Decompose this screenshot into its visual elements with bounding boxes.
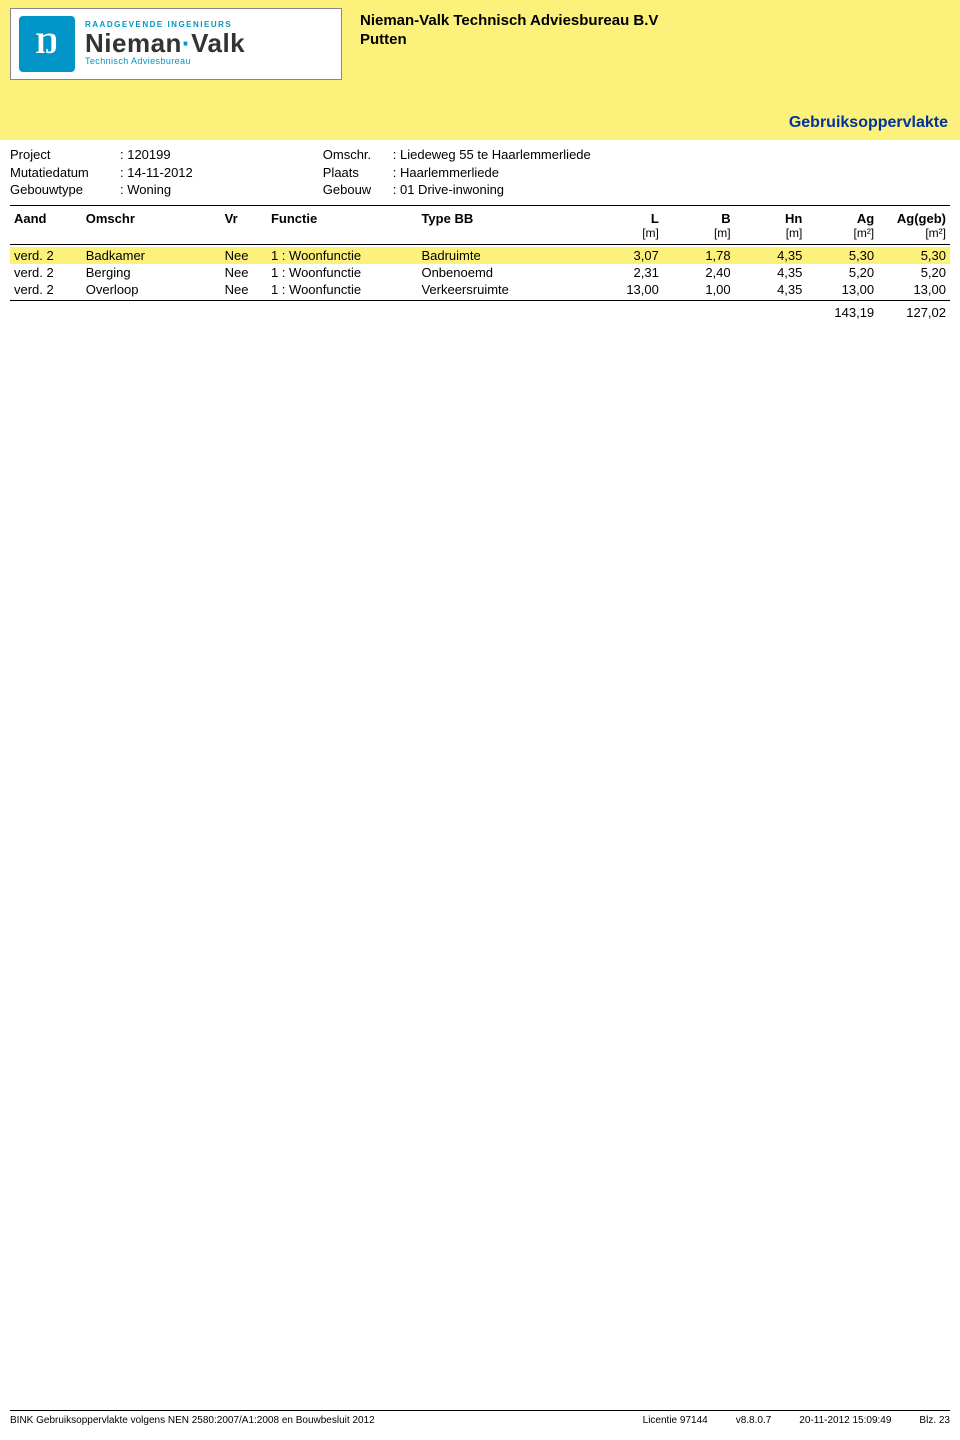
company-location: Putten <box>360 31 658 48</box>
data-table: Aand Omschr Vr Functie Type BB L B Hn Ag… <box>10 208 950 242</box>
col-unit <box>221 226 267 242</box>
footer-page: Blz. 23 <box>919 1415 950 1426</box>
logo-mark-icon: Ŋ <box>19 16 75 72</box>
table-cell: 13,00 <box>806 281 878 298</box>
table-cell: 1,00 <box>663 281 735 298</box>
col-header: Type BB <box>417 208 591 226</box>
table-cell: verd. 2 <box>10 281 82 298</box>
meta-block: Project Mutatiedatum Gebouwtype : 120199… <box>0 140 960 203</box>
meta-label: Project <box>10 146 120 164</box>
logo-main: Nieman·Valk <box>85 30 245 57</box>
meta-label: Gebouwtype <box>10 181 120 199</box>
table-cell: verd. 2 <box>10 264 82 281</box>
col-header: Ag(geb) <box>878 208 950 226</box>
footer-version: v8.8.0.7 <box>736 1415 772 1426</box>
divider <box>10 205 950 206</box>
table-cell: 13,00 <box>591 281 663 298</box>
totals-table: 143,19 127,02 <box>10 303 950 321</box>
header-title-block: Nieman-Valk Technisch Adviesbureau B.V P… <box>360 8 658 48</box>
meta-value: : 120199 <box>120 146 193 164</box>
footer-licentie: Licentie 97144 <box>643 1415 708 1426</box>
total-ag: 143,19 <box>806 303 878 321</box>
col-unit <box>417 226 591 242</box>
divider <box>10 300 950 301</box>
table-cell: Badkamer <box>82 247 221 264</box>
total-ag-geb: 127,02 <box>878 303 950 321</box>
document-type: Gebruiksoppervlakte <box>789 114 948 132</box>
table-cell: 1,78 <box>663 247 735 264</box>
logo: Ŋ RAADGEVENDE INGENIEURS Nieman·Valk Tec… <box>10 8 342 80</box>
col-header: Hn <box>735 208 807 226</box>
col-header: B <box>663 208 735 226</box>
footer: BINK Gebruiksoppervlakte volgens NEN 258… <box>10 1410 950 1426</box>
col-header: L <box>591 208 663 226</box>
table-row: verd. 2OverloopNee1 : WoonfunctieVerkeer… <box>10 281 950 298</box>
table-cell: Nee <box>221 247 267 264</box>
company-title: Nieman-Valk Technisch Adviesbureau B.V <box>360 12 658 29</box>
table-cell: 5,20 <box>806 264 878 281</box>
col-unit: [m²] <box>878 226 950 242</box>
table-cell: Nee <box>221 264 267 281</box>
table-cell: 4,35 <box>735 281 807 298</box>
data-table-body: verd. 2BadkamerNee1 : WoonfunctieBadruim… <box>10 247 950 298</box>
header-banner: Ŋ RAADGEVENDE INGENIEURS Nieman·Valk Tec… <box>0 0 960 140</box>
table-cell: Nee <box>221 281 267 298</box>
meta-label: Mutatiedatum <box>10 164 120 182</box>
meta-label: Plaats <box>323 164 393 182</box>
logo-text: RAADGEVENDE INGENIEURS Nieman·Valk Techn… <box>85 21 245 66</box>
table-cell: 4,35 <box>735 247 807 264</box>
table-cell: 13,00 <box>878 281 950 298</box>
table-cell: Verkeersruimte <box>417 281 591 298</box>
table-cell: Berging <box>82 264 221 281</box>
col-header: Aand <box>10 208 82 226</box>
col-header: Vr <box>221 208 267 226</box>
col-unit: [m] <box>735 226 807 242</box>
col-unit: [m²] <box>806 226 878 242</box>
table-cell: 5,30 <box>878 247 950 264</box>
meta-value: : Liedeweg 55 te Haarlemmerliede <box>393 146 591 164</box>
table-cell: 1 : Woonfunctie <box>267 281 417 298</box>
table-cell: Badruimte <box>417 247 591 264</box>
table-row: verd. 2BadkamerNee1 : WoonfunctieBadruim… <box>10 247 950 264</box>
col-header: Functie <box>267 208 417 226</box>
totals-row: 143,19 127,02 <box>10 303 950 321</box>
table-cell: 1 : Woonfunctie <box>267 247 417 264</box>
table-cell: 2,31 <box>591 264 663 281</box>
meta-label: Gebouw <box>323 181 393 199</box>
footer-datetime: 20-11-2012 15:09:49 <box>799 1415 891 1426</box>
table-head: Aand Omschr Vr Functie Type BB L B Hn Ag… <box>10 208 950 242</box>
col-unit: [m] <box>591 226 663 242</box>
col-header: Ag <box>806 208 878 226</box>
col-unit <box>82 226 221 242</box>
table-cell: 1 : Woonfunctie <box>267 264 417 281</box>
table-cell: Overloop <box>82 281 221 298</box>
table-cell: 3,07 <box>591 247 663 264</box>
logo-sub: Technisch Adviesbureau <box>85 57 245 66</box>
divider <box>10 244 950 245</box>
footer-left: BINK Gebruiksoppervlakte volgens NEN 258… <box>10 1415 375 1426</box>
meta-value: : Haarlemmerliede <box>393 164 591 182</box>
col-unit <box>267 226 417 242</box>
meta-value: : Woning <box>120 181 193 199</box>
table-cell: 5,20 <box>878 264 950 281</box>
table-cell: 2,40 <box>663 264 735 281</box>
table-row: verd. 2BergingNee1 : WoonfunctieOnbenoem… <box>10 264 950 281</box>
table-cell: verd. 2 <box>10 247 82 264</box>
col-header: Omschr <box>82 208 221 226</box>
meta-value: : 01 Drive-inwoning <box>393 181 591 199</box>
table-cell: 5,30 <box>806 247 878 264</box>
table-cell: 4,35 <box>735 264 807 281</box>
footer-divider <box>10 1410 950 1411</box>
col-unit: [m] <box>663 226 735 242</box>
meta-label: Omschr. <box>323 146 393 164</box>
col-unit <box>10 226 82 242</box>
table-cell: Onbenoemd <box>417 264 591 281</box>
meta-value: : 14-11-2012 <box>120 164 193 182</box>
data-table-wrap: Aand Omschr Vr Functie Type BB L B Hn Ag… <box>0 208 960 242</box>
